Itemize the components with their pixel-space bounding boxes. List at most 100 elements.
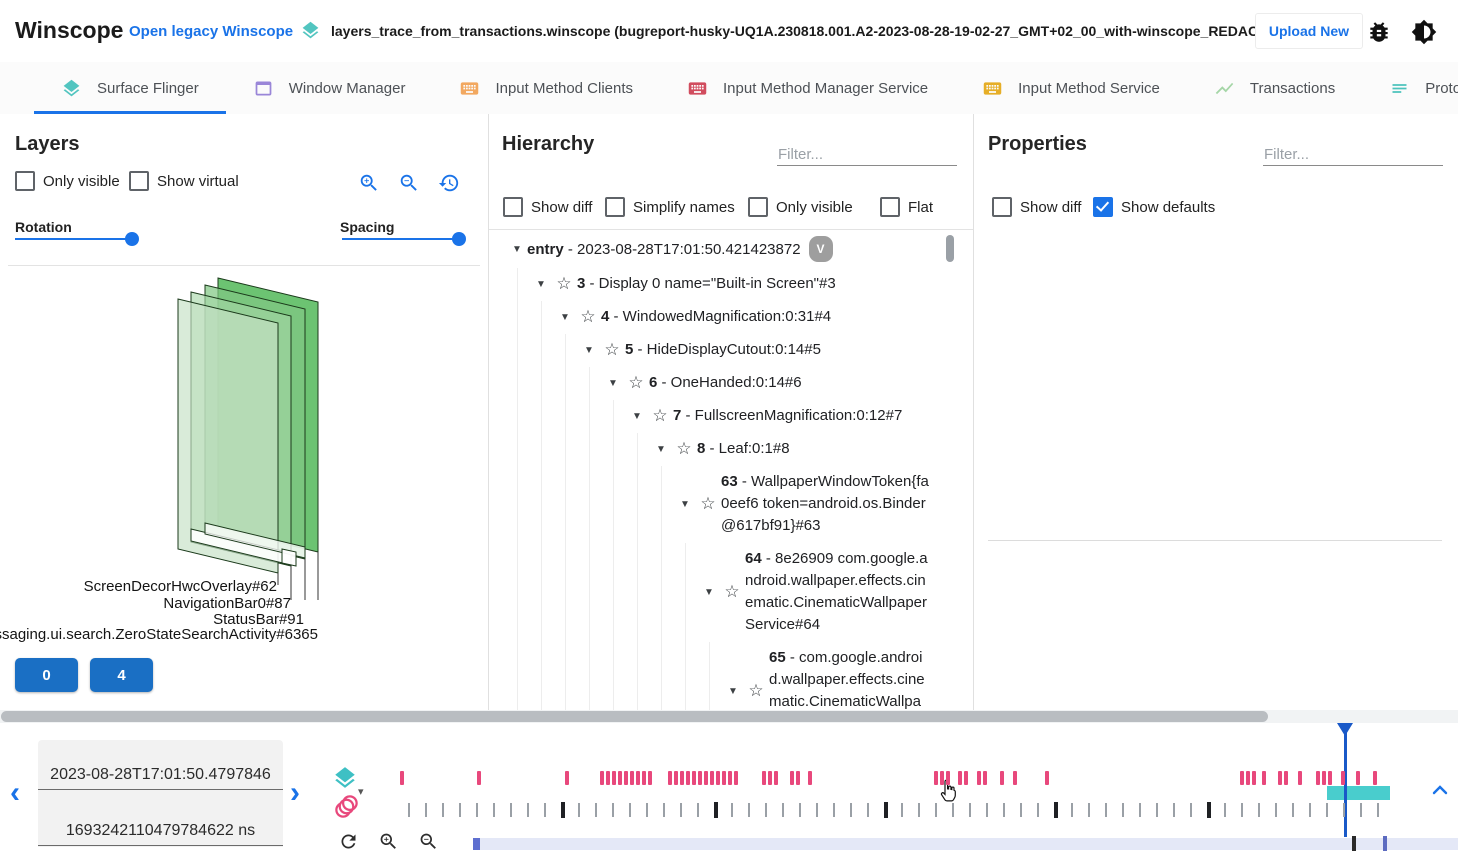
transition-event-tick[interactable] bbox=[408, 803, 410, 817]
transition-event-tick[interactable] bbox=[1309, 803, 1311, 817]
collapse-arrow-icon[interactable]: ▼ bbox=[536, 278, 546, 290]
trace-event-mark[interactable] bbox=[648, 771, 652, 785]
transition-event-tick[interactable] bbox=[1173, 803, 1175, 817]
rotation-slider[interactable] bbox=[15, 232, 139, 246]
transition-event-tick[interactable] bbox=[1020, 803, 1022, 817]
pin-star-icon[interactable]: ☆ bbox=[676, 439, 692, 458]
transition-event-tick[interactable] bbox=[799, 803, 801, 817]
horizontal-scrollbar[interactable] bbox=[0, 710, 1458, 723]
zoom-in-icon[interactable] bbox=[358, 172, 380, 194]
spacing-slider[interactable] bbox=[342, 232, 466, 246]
pin-star-icon[interactable]: ☆ bbox=[652, 406, 668, 425]
zoom-out-icon[interactable] bbox=[398, 172, 420, 194]
transition-event-tick[interactable] bbox=[1292, 803, 1294, 817]
trace-event-mark[interactable] bbox=[958, 771, 962, 785]
transition-event-tick[interactable] bbox=[1054, 802, 1058, 818]
trace-event-mark[interactable] bbox=[606, 771, 610, 785]
trace-event-mark[interactable] bbox=[710, 771, 714, 785]
next-entry-button[interactable]: › bbox=[290, 776, 300, 809]
transition-event-tick[interactable] bbox=[680, 803, 682, 817]
trace-event-mark[interactable] bbox=[704, 771, 708, 785]
checkbox-show-virtual[interactable]: Show virtual bbox=[129, 171, 239, 191]
tree-node-5[interactable]: ▼ ☆ 5 - HideDisplayCutout:0:14#5 bbox=[489, 334, 959, 367]
collapse-arrow-icon[interactable]: ▼ bbox=[608, 377, 618, 389]
collapse-timeline-icon[interactable] bbox=[1431, 784, 1449, 796]
transition-event-tick[interactable] bbox=[1275, 803, 1277, 817]
trace-event-mark[interactable] bbox=[477, 771, 481, 785]
tab-protolog[interactable]: ProtoLog bbox=[1362, 62, 1458, 114]
timeline-cursor[interactable] bbox=[1344, 727, 1347, 837]
tab-surface-flinger[interactable]: Surface Flinger bbox=[34, 62, 226, 114]
trace-event-mark[interactable] bbox=[728, 771, 732, 785]
trace-event-mark[interactable] bbox=[983, 771, 987, 785]
transition-event-tick[interactable] bbox=[1071, 803, 1073, 817]
trace-dropdown-caret[interactable]: ▾ bbox=[358, 786, 364, 798]
transition-event-tick[interactable] bbox=[629, 803, 631, 817]
transition-event-tick[interactable] bbox=[952, 803, 954, 817]
trace-event-mark[interactable] bbox=[774, 771, 778, 785]
transition-event-tick[interactable] bbox=[901, 803, 903, 817]
transition-event-tick[interactable] bbox=[1190, 803, 1192, 817]
tree-node-63[interactable]: ▼ ☆ 63 - WallpaperWindowToken{fa0eef6 toke… bbox=[489, 466, 959, 543]
checkbox-only-visible[interactable]: Only visible bbox=[15, 171, 120, 191]
transition-event-tick[interactable] bbox=[1088, 803, 1090, 817]
transition-event-tick[interactable] bbox=[1105, 803, 1107, 817]
tree-node-entry[interactable]: ▼ entry - 2023-08-28T17:01:50.421423872 V bbox=[489, 231, 959, 268]
trace-event-mark[interactable] bbox=[1045, 771, 1049, 785]
collapse-arrow-icon[interactable]: ▼ bbox=[560, 311, 570, 323]
upload-new-button[interactable]: Upload New bbox=[1254, 13, 1363, 49]
trace-event-mark[interactable] bbox=[618, 771, 622, 785]
refresh-icon[interactable] bbox=[338, 831, 359, 852]
transition-event-tick[interactable] bbox=[731, 803, 733, 817]
transition-event-tick[interactable] bbox=[578, 803, 580, 817]
rect-id-button-0[interactable]: 0 bbox=[15, 658, 78, 692]
tree-node-8[interactable]: ▼ ☆ 8 - Leaf:0:1#8 bbox=[489, 433, 959, 466]
surface-flinger-trace-icon[interactable] bbox=[332, 765, 358, 791]
transition-event-tick[interactable] bbox=[850, 803, 852, 817]
trace-event-mark[interactable] bbox=[1341, 771, 1345, 785]
hierarchy-filter-input[interactable] bbox=[777, 144, 957, 166]
pin-star-icon[interactable]: ☆ bbox=[556, 274, 572, 293]
transition-event-tick[interactable] bbox=[1224, 803, 1226, 817]
trace-event-mark[interactable] bbox=[1000, 771, 1004, 785]
pin-star-icon[interactable]: ☆ bbox=[604, 340, 620, 359]
pin-star-icon[interactable]: ☆ bbox=[580, 307, 596, 326]
open-legacy-winscope-link[interactable]: Open legacy Winscope bbox=[129, 23, 294, 40]
transition-event-tick[interactable] bbox=[1241, 803, 1243, 817]
transition-event-tick[interactable] bbox=[544, 803, 546, 817]
trace-event-mark[interactable] bbox=[762, 771, 766, 785]
transition-event-tick[interactable] bbox=[459, 803, 461, 817]
trace-event-mark[interactable] bbox=[636, 771, 640, 785]
trace-event-mark[interactable] bbox=[1284, 771, 1288, 785]
checkbox-show-diff[interactable]: Show diff bbox=[992, 197, 1081, 217]
transition-event-tick[interactable] bbox=[714, 802, 718, 818]
transition-event-tick[interactable] bbox=[1343, 803, 1345, 817]
properties-filter-input[interactable] bbox=[1263, 144, 1443, 166]
tree-node-3[interactable]: ▼ ☆ 3 - Display 0 name="Built-in Screen"#3 bbox=[489, 268, 959, 301]
trace-event-mark[interactable] bbox=[977, 771, 981, 785]
transition-event-tick[interactable] bbox=[1360, 803, 1362, 817]
transition-event-tick[interactable] bbox=[935, 803, 937, 817]
hierarchy-scrollbar-thumb[interactable] bbox=[946, 235, 954, 262]
transition-event-tick[interactable] bbox=[612, 803, 614, 817]
collapse-arrow-icon[interactable]: ▼ bbox=[512, 243, 522, 255]
transition-event-tick[interactable] bbox=[646, 803, 648, 817]
trace-event-mark[interactable] bbox=[692, 771, 696, 785]
transition-event-tick[interactable] bbox=[510, 803, 512, 817]
trace-event-mark[interactable] bbox=[722, 771, 726, 785]
collapse-arrow-icon[interactable]: ▼ bbox=[704, 586, 714, 598]
transition-event-tick[interactable] bbox=[765, 803, 767, 817]
checkbox-flat[interactable]: Flat bbox=[880, 197, 933, 217]
trace-event-mark[interactable] bbox=[946, 771, 950, 785]
trace-event-mark[interactable] bbox=[1328, 771, 1332, 785]
trace-event-mark[interactable] bbox=[624, 771, 628, 785]
trace-event-mark[interactable] bbox=[964, 771, 968, 785]
pin-star-icon[interactable]: ☆ bbox=[724, 582, 740, 601]
pin-star-icon[interactable]: ☆ bbox=[700, 494, 716, 513]
horizontal-scrollbar-thumb[interactable] bbox=[1, 711, 1268, 722]
transition-event-tick[interactable] bbox=[425, 803, 427, 817]
dark-mode-icon[interactable] bbox=[1411, 19, 1437, 45]
transition-event-tick[interactable] bbox=[1003, 803, 1005, 817]
transition-event-tick[interactable] bbox=[748, 803, 750, 817]
checkbox-only-visible[interactable]: Only visible bbox=[748, 197, 853, 217]
